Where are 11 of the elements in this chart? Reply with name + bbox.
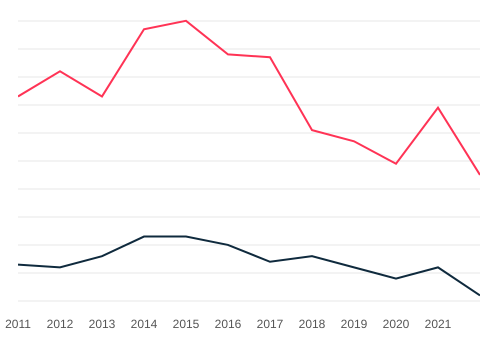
x-tick-label: 2017 <box>256 317 284 331</box>
x-tick-label: 2019 <box>340 317 368 331</box>
x-tick-label: 2012 <box>46 317 74 331</box>
x-tick-label: 2014 <box>130 317 158 331</box>
x-tick-label: 2013 <box>88 317 116 331</box>
x-tick-label: 2011 <box>5 317 32 331</box>
x-tick-label: 2021 <box>424 317 452 331</box>
x-tick-label: 2020 <box>382 317 410 331</box>
x-tick-label: 2016 <box>214 317 242 331</box>
x-tick-label: 2018 <box>298 317 326 331</box>
x-tick-label: 2015 <box>172 317 200 331</box>
